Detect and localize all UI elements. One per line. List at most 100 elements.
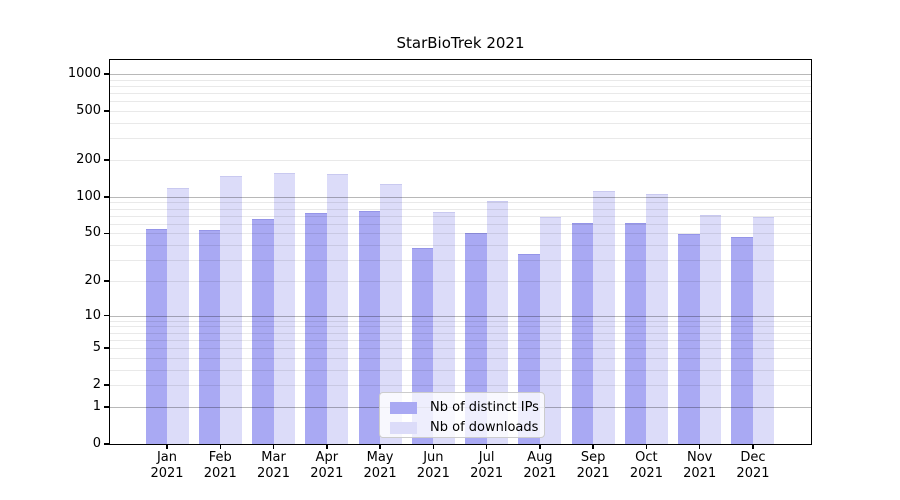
bar-distinct-ips: [305, 213, 327, 445]
legend-label-distinct-ips: Nb of distinct IPs: [430, 400, 539, 415]
y-tick-label: 500: [76, 103, 101, 119]
x-tick-label: Jan 2021: [150, 450, 184, 481]
y-tick-mark: [104, 110, 110, 112]
bar-downloads: [752, 217, 775, 445]
minor-gridline: [110, 79, 811, 81]
x-tick-label: Mar 2021: [256, 450, 291, 481]
bar-downloads: [699, 214, 722, 445]
minor-gridline: [110, 159, 811, 161]
legend-entry-downloads: Nb of downloads: [380, 419, 544, 436]
minor-gridline: [110, 138, 811, 140]
x-tick-label: Dec 2021: [736, 450, 770, 481]
minor-gridline: [110, 369, 811, 371]
x-tick-mark: [166, 444, 168, 449]
x-tick-label: Feb 2021: [203, 450, 237, 481]
legend-label-downloads: Nb of downloads: [430, 420, 539, 435]
minor-gridline: [110, 93, 811, 95]
minor-gridline: [110, 233, 811, 235]
x-tick-label: Jul 2021: [470, 450, 504, 481]
minor-gridline: [110, 332, 811, 334]
x-tick-label: Sep 2021: [576, 450, 610, 481]
minor-gridline: [110, 208, 811, 210]
chart-title: StarBioTrek 2021: [396, 34, 525, 52]
y-tick-label: 200: [76, 151, 101, 167]
minor-gridline: [110, 280, 811, 282]
bar-downloads: [273, 172, 296, 445]
y-tick-label: 50: [84, 225, 101, 241]
y-tick-label: 1000: [67, 65, 101, 81]
bar-downloads: [486, 200, 509, 445]
y-tick-label: 10: [84, 307, 101, 323]
y-tick-mark: [104, 347, 110, 349]
legend: Nb of distinct IPs Nb of downloads: [379, 392, 545, 438]
x-tick-mark: [326, 444, 328, 449]
minor-gridline: [110, 357, 811, 359]
y-tick-mark: [104, 280, 110, 282]
minor-gridline: [110, 215, 811, 217]
bar-downloads: [646, 193, 668, 445]
bar-distinct-ips: [358, 211, 381, 445]
y-tick-mark: [104, 159, 110, 161]
x-tick-mark: [272, 444, 275, 449]
y-tick-label: 1: [92, 398, 101, 414]
bar-downloads: [539, 217, 562, 445]
bar-downloads: [220, 176, 242, 445]
minor-gridline: [110, 202, 811, 204]
legend-entry-distinct-ips: Nb of distinct IPs: [380, 399, 544, 416]
bar-distinct-ips: [571, 222, 594, 445]
y-tick-label: 100: [76, 188, 101, 204]
x-tick-mark: [645, 444, 648, 449]
bar-downloads: [593, 190, 615, 445]
y-tick-mark: [104, 406, 110, 408]
major-gridline: [110, 73, 811, 75]
minor-gridline: [110, 260, 811, 262]
minor-gridline: [110, 101, 811, 103]
bar-downloads: [167, 188, 189, 445]
x-tick-mark: [592, 444, 594, 449]
legend-swatch-distinct-ips: [390, 401, 417, 414]
bar-distinct-ips: [624, 222, 647, 445]
bar-distinct-ips: [198, 230, 221, 445]
x-tick-mark: [539, 444, 541, 449]
y-tick-label: 0: [92, 436, 101, 451]
x-tick-label: May 2021: [363, 450, 397, 481]
y-tick-label: 2: [92, 377, 101, 393]
bar-distinct-ips: [678, 234, 700, 445]
x-tick-label: Jun 2021: [416, 450, 450, 481]
minor-gridline: [110, 326, 811, 328]
x-tick-mark: [752, 444, 754, 449]
bar-distinct-ips: [252, 218, 274, 445]
x-tick-mark: [485, 444, 488, 449]
x-tick-label: Apr 2021: [310, 450, 344, 481]
x-tick-label: Oct 2021: [629, 450, 663, 481]
plot-area: [109, 59, 812, 445]
x-tick-label: Aug 2021: [523, 450, 557, 481]
y-tick-label: 20: [84, 272, 101, 288]
minor-gridline: [110, 245, 811, 247]
minor-gridline: [110, 339, 811, 341]
bar-distinct-ips: [731, 236, 753, 445]
x-tick-mark: [699, 444, 701, 449]
y-tick-mark: [104, 196, 110, 198]
minor-gridline: [110, 385, 811, 387]
x-tick-mark: [219, 444, 221, 449]
y-tick-mark: [104, 443, 110, 445]
x-tick-label: Nov 2021: [683, 450, 717, 481]
minor-gridline: [110, 320, 811, 322]
minor-gridline: [110, 348, 811, 350]
y-tick-mark: [104, 232, 110, 235]
y-tick-mark: [104, 384, 110, 386]
minor-gridline: [110, 111, 811, 113]
minor-gridline: [110, 223, 811, 225]
legend-swatch-downloads: [390, 421, 417, 434]
minor-gridline: [110, 122, 811, 124]
bar-distinct-ips: [145, 229, 167, 445]
x-tick-mark: [379, 444, 381, 449]
x-tick-mark: [432, 444, 435, 449]
y-tick-mark: [104, 73, 110, 75]
minor-gridline: [110, 85, 811, 87]
bar-downloads: [433, 212, 455, 445]
major-gridline: [110, 196, 811, 198]
y-tick-label: 5: [92, 340, 101, 356]
